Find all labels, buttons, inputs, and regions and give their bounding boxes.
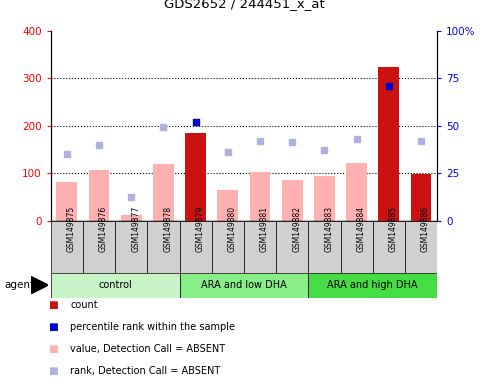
Bar (88, 170, 110, 221)
Bar (244, 221, 276, 273)
Bar (411, 174, 431, 221)
Text: value, Detection Call = ABSENT: value, Detection Call = ABSENT (70, 344, 225, 354)
Text: GSM149885: GSM149885 (389, 205, 398, 252)
Text: count: count (70, 300, 98, 310)
Text: GSM149881: GSM149881 (260, 205, 269, 252)
Text: control: control (98, 280, 132, 290)
Bar (51, 273, 180, 298)
Bar (217, 190, 238, 221)
Text: ■: ■ (48, 366, 58, 376)
Text: rank, Detection Call = ABSENT: rank, Detection Call = ABSENT (70, 366, 220, 376)
Bar (115, 221, 147, 273)
Text: GSM149878: GSM149878 (163, 205, 172, 252)
Text: agent: agent (5, 280, 35, 290)
Bar (180, 273, 308, 298)
Bar (308, 221, 341, 273)
Text: GSM149883: GSM149883 (325, 205, 333, 252)
Polygon shape (31, 276, 48, 294)
Text: GSM149875: GSM149875 (67, 205, 76, 252)
Text: GSM149884: GSM149884 (356, 205, 366, 252)
Text: GSM149882: GSM149882 (292, 205, 301, 252)
Bar (411, 174, 431, 221)
Text: ■: ■ (48, 300, 58, 310)
Bar (378, 67, 399, 221)
Bar (212, 221, 244, 273)
Bar (180, 221, 212, 273)
Bar (308, 273, 437, 298)
Bar (121, 215, 142, 221)
Bar (185, 133, 206, 221)
Bar (153, 164, 174, 221)
Text: GSM149876: GSM149876 (99, 205, 108, 252)
Text: GSM149877: GSM149877 (131, 205, 140, 252)
Bar (373, 221, 405, 273)
Bar (83, 221, 115, 273)
Bar (185, 133, 206, 221)
Bar (314, 175, 335, 221)
Text: GSM149880: GSM149880 (228, 205, 237, 252)
Bar (57, 182, 77, 221)
Bar (346, 163, 367, 221)
Text: ARA and low DHA: ARA and low DHA (201, 280, 287, 290)
Bar (341, 221, 373, 273)
Bar (250, 172, 270, 221)
Bar (405, 221, 437, 273)
Text: percentile rank within the sample: percentile rank within the sample (70, 322, 235, 332)
Bar (276, 221, 308, 273)
Text: ■: ■ (48, 322, 58, 332)
Bar (51, 221, 83, 273)
Text: ARA and high DHA: ARA and high DHA (327, 280, 418, 290)
Text: GDS2652 / 244451_x_at: GDS2652 / 244451_x_at (164, 0, 324, 10)
Bar (282, 180, 303, 221)
Text: GSM149886: GSM149886 (421, 205, 430, 252)
Text: GSM149879: GSM149879 (196, 205, 205, 252)
Bar (378, 67, 399, 221)
Bar (147, 221, 180, 273)
Text: ■: ■ (48, 344, 58, 354)
